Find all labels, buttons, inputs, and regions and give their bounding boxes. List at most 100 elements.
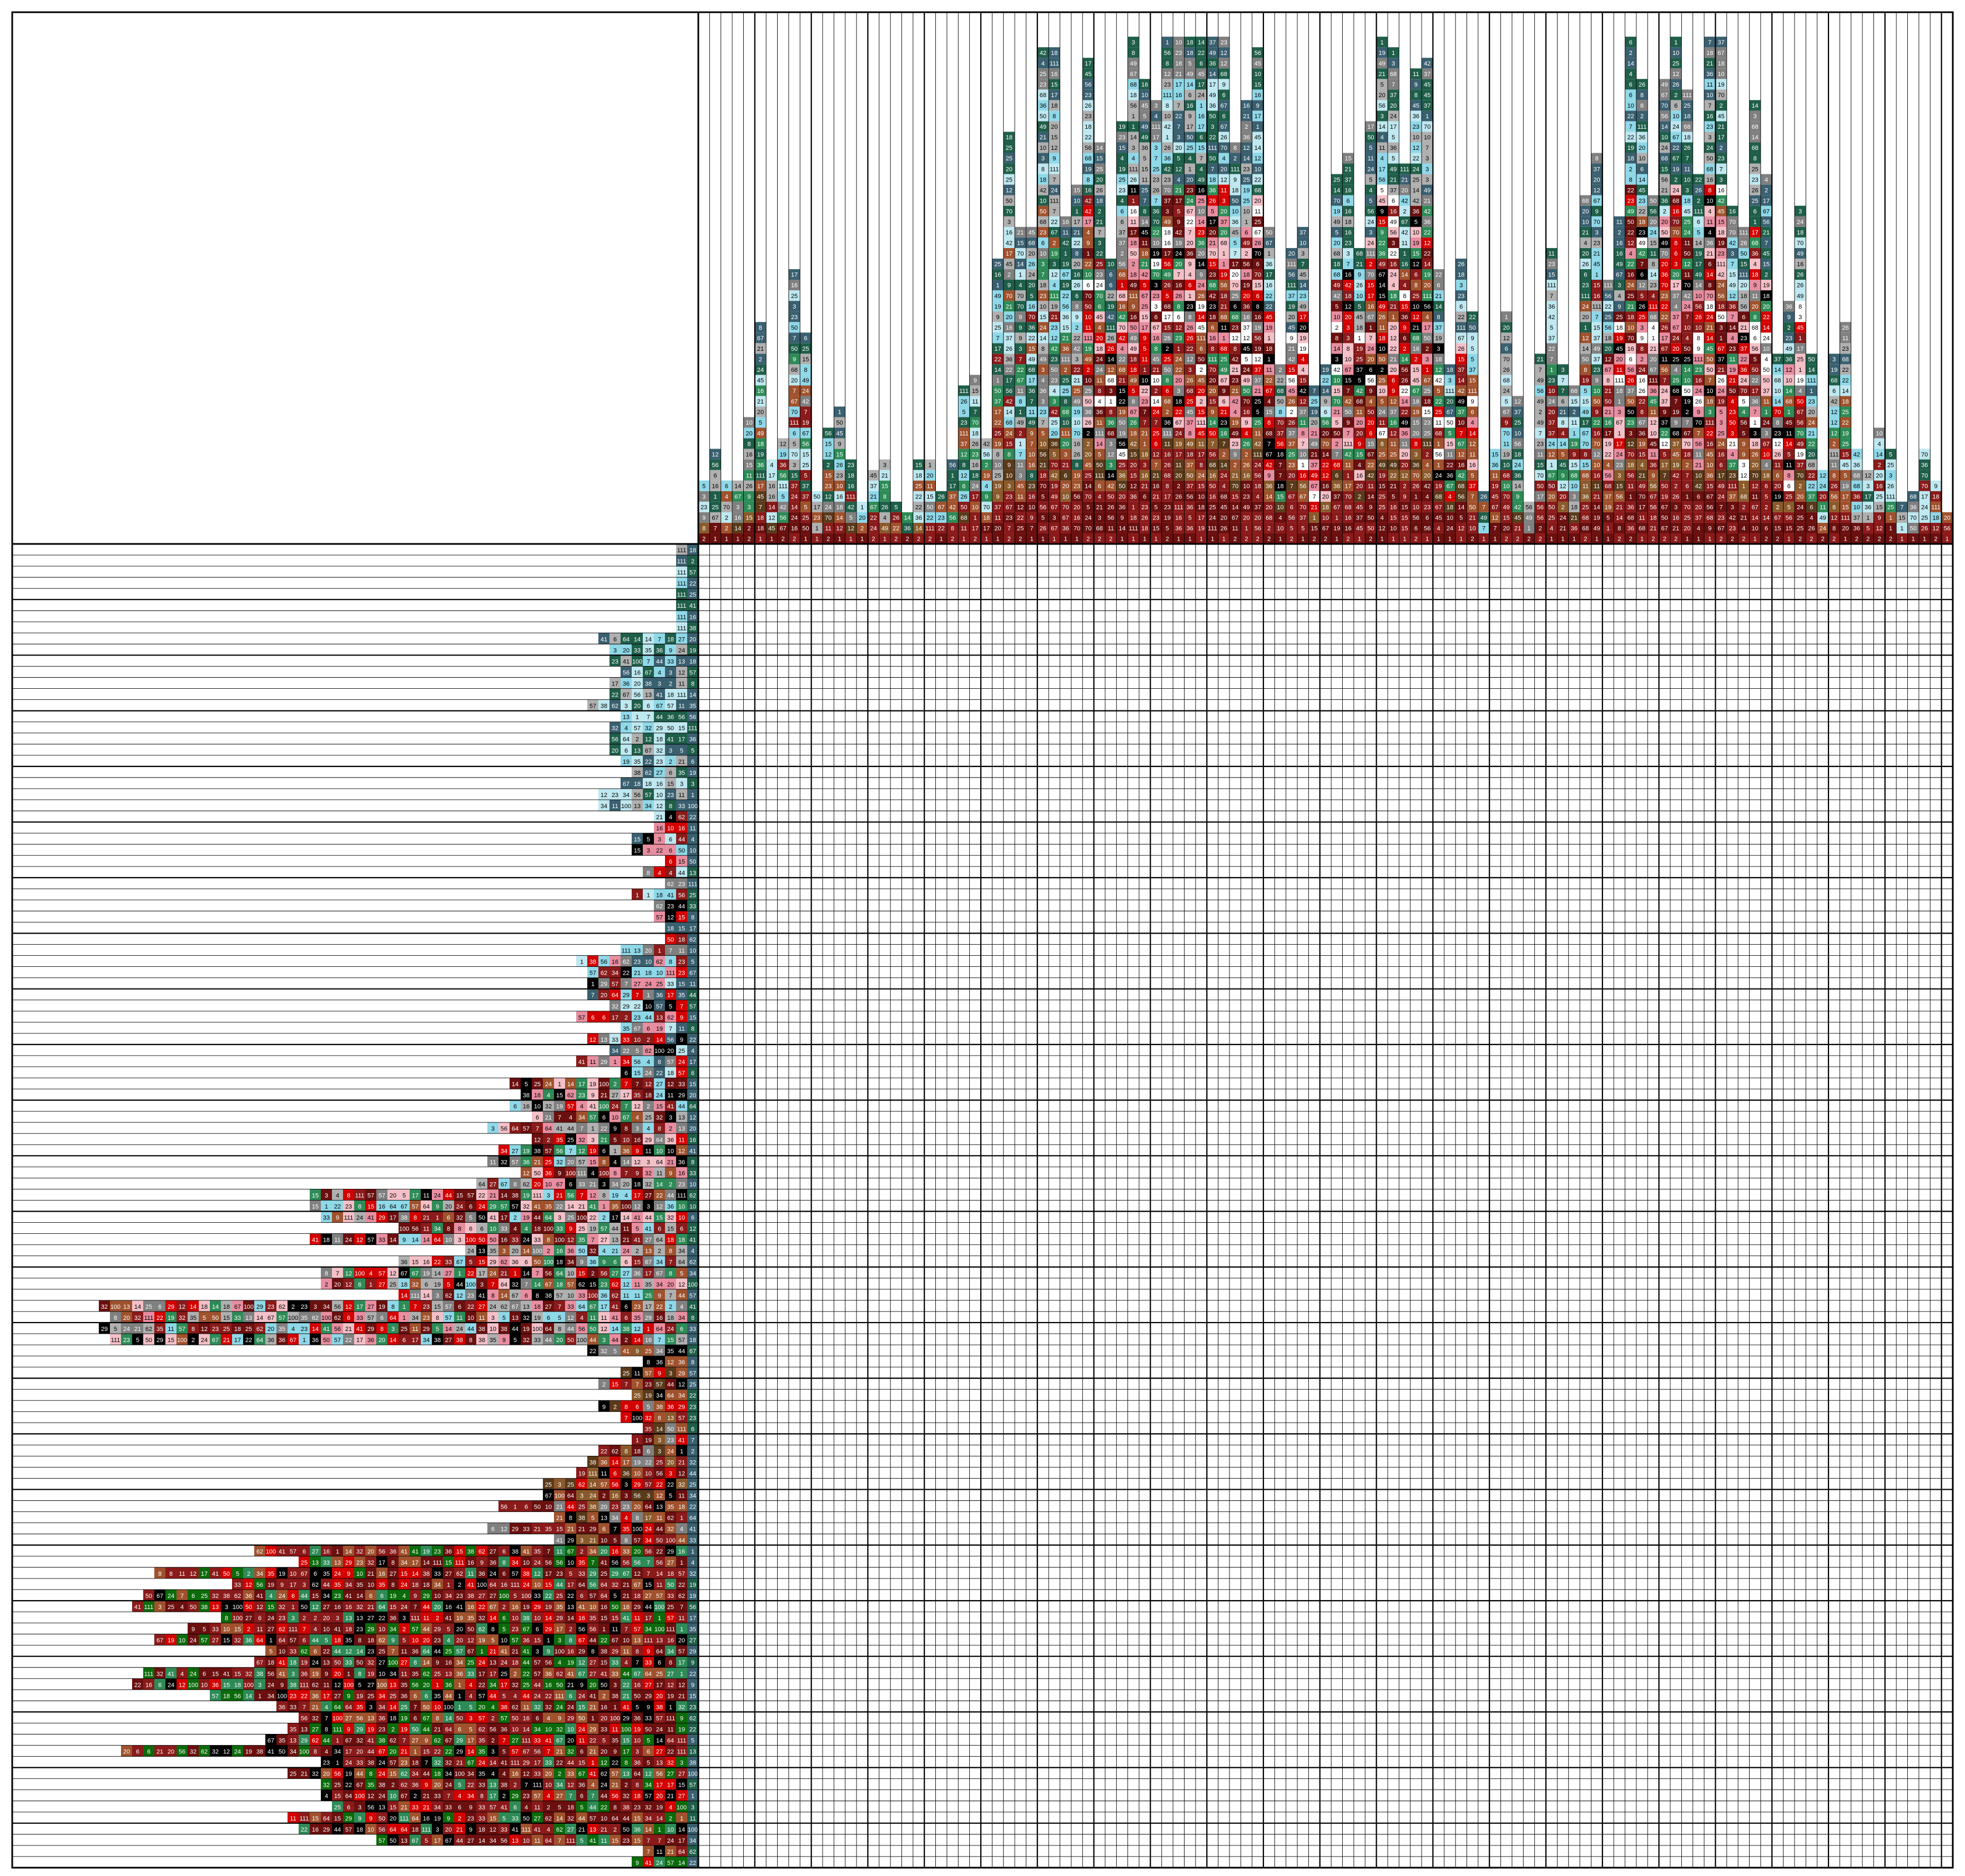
clue-number: 67 — [1717, 526, 1724, 532]
clue-number: 37 — [1288, 430, 1295, 437]
clue-number: 21 — [881, 472, 888, 479]
clue-number: 21 — [1221, 304, 1227, 310]
clue-number: 49 — [1029, 356, 1035, 363]
clue-number: 4 — [1629, 251, 1633, 258]
clue-number: 8 — [1211, 346, 1214, 352]
clue-number: 21 — [1345, 166, 1352, 173]
clue-number: 25 — [1051, 420, 1057, 426]
clue-number: 3 — [1211, 124, 1214, 130]
clue-number: 6 — [1177, 314, 1180, 321]
clue-number: 14 — [1401, 356, 1408, 363]
clue-number: 49 — [1130, 60, 1137, 67]
clue-number: 24 — [802, 388, 809, 395]
clue-number: 7 — [1155, 198, 1158, 204]
clue-number: 111 — [1592, 304, 1601, 310]
clue-number: 24 — [1650, 230, 1656, 236]
clue-number: 12 — [1243, 335, 1249, 342]
clue-number: 5 — [1380, 82, 1384, 88]
clue-number: 16 — [1605, 420, 1611, 426]
clue-number: 56 — [1221, 283, 1227, 289]
clue-number: 23 — [1243, 494, 1249, 501]
clue-number: 25 — [1672, 60, 1679, 67]
clue-number: 8 — [1041, 166, 1045, 173]
column-clue-54: 1537706756161107811371242154419192017492… — [1297, 227, 1308, 544]
clue-number: 24 — [1198, 92, 1205, 99]
clue-number: 23 — [1717, 515, 1724, 522]
clue-number: 49 — [1164, 219, 1171, 225]
clue-number: 24 — [1243, 367, 1249, 374]
clue-number: 22 — [1051, 219, 1057, 225]
clue-number: 2 — [1674, 536, 1677, 543]
clue-number: 7 — [1482, 505, 1485, 511]
clue-number: 70 — [1672, 219, 1679, 225]
clue-number: 10 — [1503, 483, 1510, 490]
clue-number: 24 — [1639, 367, 1645, 374]
clue-number: 67 — [1650, 494, 1656, 501]
clue-number: 20 — [1243, 293, 1249, 300]
clue-number: 24 — [1096, 356, 1103, 363]
clue-number: 17 — [757, 483, 764, 490]
clue-number: 42 — [1130, 441, 1137, 447]
clue-number: 50 — [1164, 367, 1171, 374]
clue-number: 23 — [1232, 325, 1238, 331]
clue-number: 7 — [1211, 166, 1214, 173]
clue-number: 68 — [1661, 155, 1668, 162]
clue-number: 17 — [1085, 219, 1091, 225]
clue-number: 18 — [983, 515, 990, 522]
clue-number: 68 — [1458, 483, 1464, 490]
clue-number: 24 — [1254, 462, 1261, 468]
clue-number: 67 — [1503, 409, 1510, 416]
clue-number: 6 — [1290, 505, 1293, 511]
clue-number: 10 — [1299, 240, 1306, 247]
clue-number: 36 — [1571, 526, 1578, 532]
clue-number: 50 — [1107, 494, 1114, 501]
clue-number: 2 — [1244, 251, 1248, 258]
clue-number: 7 — [1347, 388, 1350, 395]
clue-number: 7 — [804, 409, 807, 416]
clue-number: 68 — [1672, 198, 1679, 204]
clue-number: 70 — [1367, 272, 1374, 279]
clue-number: 67 — [1311, 483, 1318, 490]
clue-number: 56 — [1695, 441, 1702, 447]
clue-number: 22 — [1628, 261, 1634, 268]
clue-number: 68 — [1345, 505, 1352, 511]
clue-number: 22 — [938, 526, 945, 532]
clue-number: 70 — [1684, 505, 1690, 511]
clue-number: 15 — [1413, 420, 1419, 426]
clue-number: 10 — [1029, 451, 1035, 458]
clue-number: 22 — [1401, 388, 1408, 395]
clue-number: 67 — [1717, 346, 1724, 352]
clue-number: 7 — [1301, 441, 1304, 447]
clue-number: 5 — [1177, 208, 1180, 215]
clue-number: 8 — [1166, 483, 1169, 490]
clue-number: 70 — [1006, 208, 1012, 215]
clue-number: 26 — [1130, 420, 1137, 426]
clue-number: 25 — [1717, 430, 1724, 437]
clue-number: 111 — [1423, 293, 1432, 300]
clue-number: 17 — [1345, 483, 1352, 490]
clue-number: 14 — [1616, 515, 1623, 522]
clue-number: 21 — [1062, 335, 1069, 342]
clue-number: 19 — [1051, 483, 1057, 490]
clue-number: 17 — [994, 409, 1001, 416]
clue-number: 1 — [1019, 409, 1022, 416]
clue-number: 18 — [1187, 451, 1193, 458]
clue-number: 20 — [994, 526, 1001, 532]
clue-number: 12 — [1514, 399, 1521, 405]
clue-number: 11 — [1017, 462, 1024, 468]
clue-number: 37 — [1514, 409, 1521, 416]
clue-number: 42 — [1118, 314, 1125, 321]
clue-number: 37 — [1333, 494, 1340, 501]
clue-number: 37 — [1390, 409, 1397, 416]
clue-number: 10 — [745, 420, 752, 426]
clue-number: 5 — [1143, 155, 1146, 162]
clue-number: 22 — [1175, 113, 1182, 120]
clue-number: 68 — [1040, 219, 1046, 225]
clue-number: 20 — [1221, 166, 1227, 173]
clue-number: 15 — [825, 441, 832, 447]
clue-number: 3 — [1561, 367, 1565, 374]
clue-number: 11 — [1198, 441, 1204, 447]
clue-number: 18 — [1333, 261, 1340, 268]
clue-number: 12 — [1221, 176, 1227, 183]
clue-number: 22 — [1152, 230, 1159, 236]
